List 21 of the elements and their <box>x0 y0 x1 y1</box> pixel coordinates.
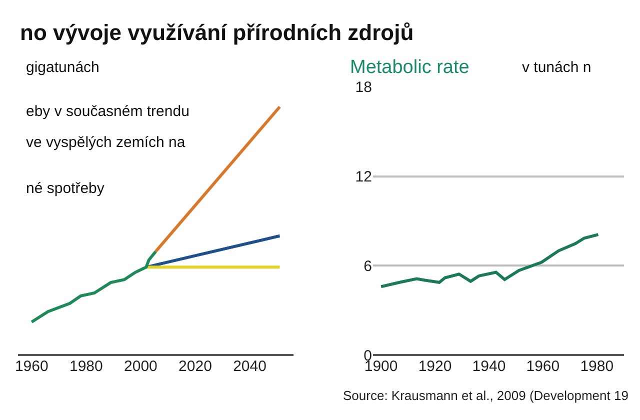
annotation: ve vyspělých zemích na <box>26 134 186 151</box>
annotation: eby v současném trendu <box>26 103 190 120</box>
x-tick-label: 1980 <box>69 358 103 376</box>
source-note: Source: Krausmann et al., 2009 (Development 19 <box>343 388 628 403</box>
x-tick-label: 2020 <box>178 358 212 376</box>
y-tick-label: 18 <box>355 79 372 96</box>
chart-subtitle: v tunách n <box>522 59 592 76</box>
chart-title: Metabolic rate <box>350 57 470 78</box>
x-tick-label: 1940 <box>472 358 506 376</box>
line-series <box>380 233 600 288</box>
chart-subtitle: gigatunách <box>26 59 100 76</box>
annotation: né spotřeby <box>26 180 105 197</box>
x-tick-label: 1920 <box>418 358 452 376</box>
chart-title: no vývoje využívání přírodních zdrojů <box>20 20 414 45</box>
x-tick-label: 2000 <box>124 358 158 376</box>
x-tick-label: 1960 <box>526 358 560 376</box>
x-tick-label: 1980 <box>580 358 614 376</box>
y-tick-label: 6 <box>364 258 372 275</box>
x-tick-label: 2040 <box>233 358 266 376</box>
y-tick-label: 12 <box>355 168 372 186</box>
x-tick-label: 1960 <box>14 358 48 376</box>
